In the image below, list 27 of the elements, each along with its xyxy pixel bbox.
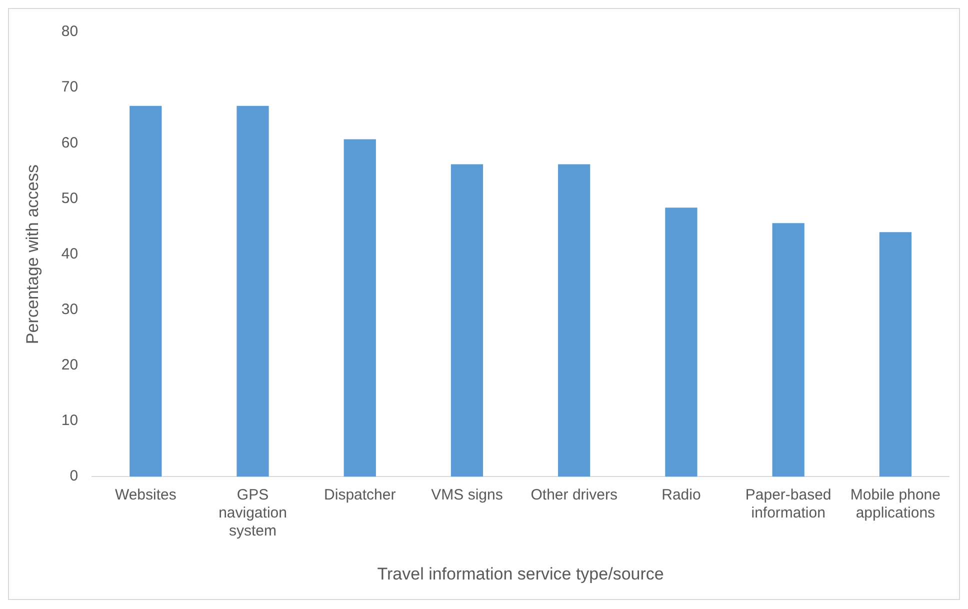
x-tick-label: Websites: [114, 486, 176, 504]
y-tick-label: 20: [61, 356, 78, 374]
x-tick-label: VMS signs: [431, 486, 503, 504]
bar: [344, 139, 376, 477]
y-tick-label: 40: [61, 245, 78, 262]
y-tick-label: 60: [61, 134, 78, 152]
y-axis-title: Percentage with access: [22, 164, 42, 344]
x-tick-label: GPS navigation system: [218, 486, 287, 540]
x-tick-label: Other drivers: [530, 486, 618, 504]
bar: [772, 223, 804, 477]
y-tick-label: 10: [61, 412, 78, 430]
y-tick-label: 50: [61, 190, 78, 207]
bar: [558, 164, 590, 477]
y-tick-label: 30: [61, 301, 78, 318]
bar: [450, 164, 484, 477]
y-tick-label: 80: [61, 23, 78, 40]
x-tick-label: Radio: [662, 486, 701, 504]
bar: [665, 208, 698, 477]
y-tick-label: 0: [70, 468, 78, 485]
bar: [236, 106, 269, 477]
x-axis-title: Travel information service type/source: [377, 564, 664, 584]
bar: [130, 106, 162, 477]
bar: [879, 232, 912, 477]
y-tick-label: 70: [61, 78, 78, 96]
x-tick-label: Paper-based information: [745, 486, 832, 522]
x-tick-label: Dispatcher: [324, 486, 396, 504]
x-tick-label: Mobile phone applications: [850, 486, 940, 522]
